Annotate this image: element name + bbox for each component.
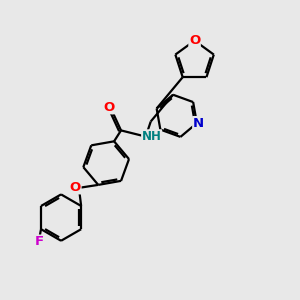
Text: F: F [35,235,44,248]
Text: O: O [189,34,200,47]
Text: O: O [103,101,115,114]
Text: N: N [193,117,204,130]
Text: NH: NH [142,130,162,143]
Text: O: O [70,181,81,194]
